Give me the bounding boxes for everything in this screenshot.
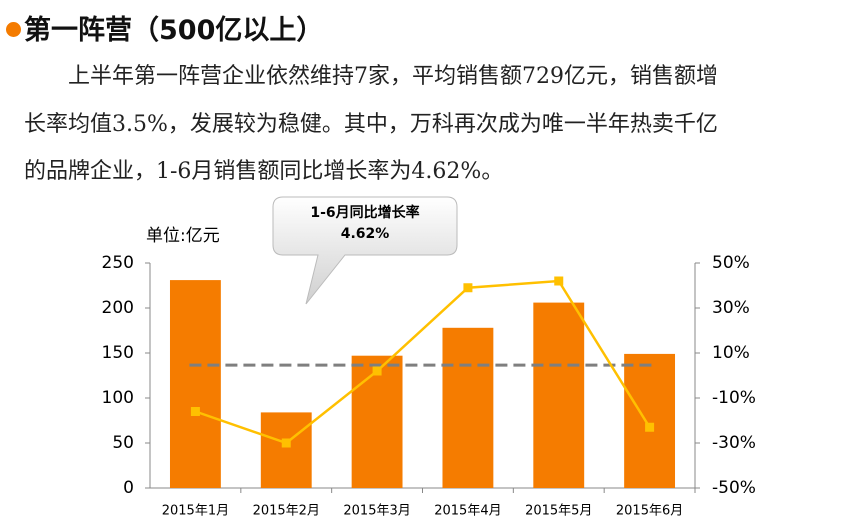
y-tick-label: 50 [112, 433, 134, 453]
line-marker [190, 407, 200, 416]
callout-title: 1-6月同比增长率 [310, 204, 419, 221]
heading-text: 第一阵营（500亿以上） [24, 15, 324, 46]
x-tick-label: 2015年1月 [162, 504, 229, 519]
x-tick-label: 2015年3月 [343, 504, 410, 519]
bullet [6, 22, 21, 37]
y2-tick-label: -50% [712, 478, 756, 498]
y-tick-label: 100 [102, 388, 134, 408]
callout [272, 196, 458, 305]
y2-tick-label: 10% [712, 343, 750, 363]
bar [442, 327, 494, 488]
x-tick-label: 2015年5月 [525, 504, 592, 519]
line-marker [372, 366, 382, 376]
line-marker [281, 438, 291, 448]
unit-label: 单位:亿元 [146, 226, 220, 246]
bar [260, 412, 312, 488]
paragraph-line: 长率均值3.5%，发展较为稳健。其中，万科再次成为唯一半年热卖千亿 [24, 112, 718, 137]
bar [533, 302, 585, 488]
heading: 第一阵营（500亿以上） [6, 8, 323, 47]
line [195, 279, 651, 445]
x-tick-label: 2015年2月 [253, 504, 320, 519]
y2-tick-label: 50% [712, 253, 750, 273]
line-marker [463, 283, 473, 293]
y2-tick-label: -30% [712, 433, 756, 453]
callout-value: 4.62% [341, 226, 390, 242]
x-tick-label: 2015年4月 [434, 504, 501, 519]
y-tick-label: 200 [102, 298, 134, 318]
y2-tick-label: -10% [712, 388, 756, 408]
y-tick-label: 250 [102, 253, 134, 273]
y-tick-label: 150 [102, 343, 134, 363]
x-tick-label: 2015年6月 [616, 504, 683, 519]
y-tick-label: 0 [123, 478, 134, 498]
line-marker [645, 422, 655, 432]
y2-tick-label: 30% [712, 298, 750, 318]
paragraph-line: 的品牌企业，1-6月销售额同比增长率为4.62%。 [24, 159, 504, 184]
bar [624, 353, 676, 488]
bar [351, 355, 403, 488]
line-marker [554, 276, 564, 286]
paragraph-line: 上半年第一阵营企业依然维持7家，平均销售额729亿元，销售额增 [68, 64, 718, 89]
bar [169, 280, 221, 488]
